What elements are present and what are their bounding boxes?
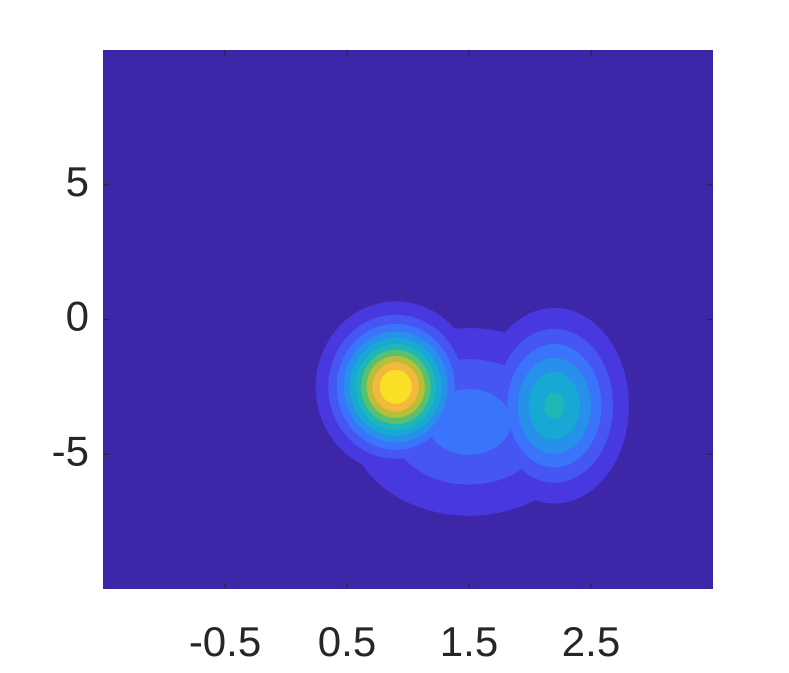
x-tick-label: 1.5	[440, 618, 498, 665]
x-tick-label: -0.5	[189, 618, 261, 665]
x-tick-label: 0.5	[318, 618, 376, 665]
y-tick-label: -5	[52, 427, 89, 474]
x-tick-label: 2.5	[562, 618, 620, 665]
contours	[315, 301, 629, 516]
contour-region	[379, 369, 412, 404]
contour-region	[544, 392, 565, 419]
y-tick-label: 0	[66, 293, 89, 340]
y-tick-label: 5	[66, 158, 89, 205]
